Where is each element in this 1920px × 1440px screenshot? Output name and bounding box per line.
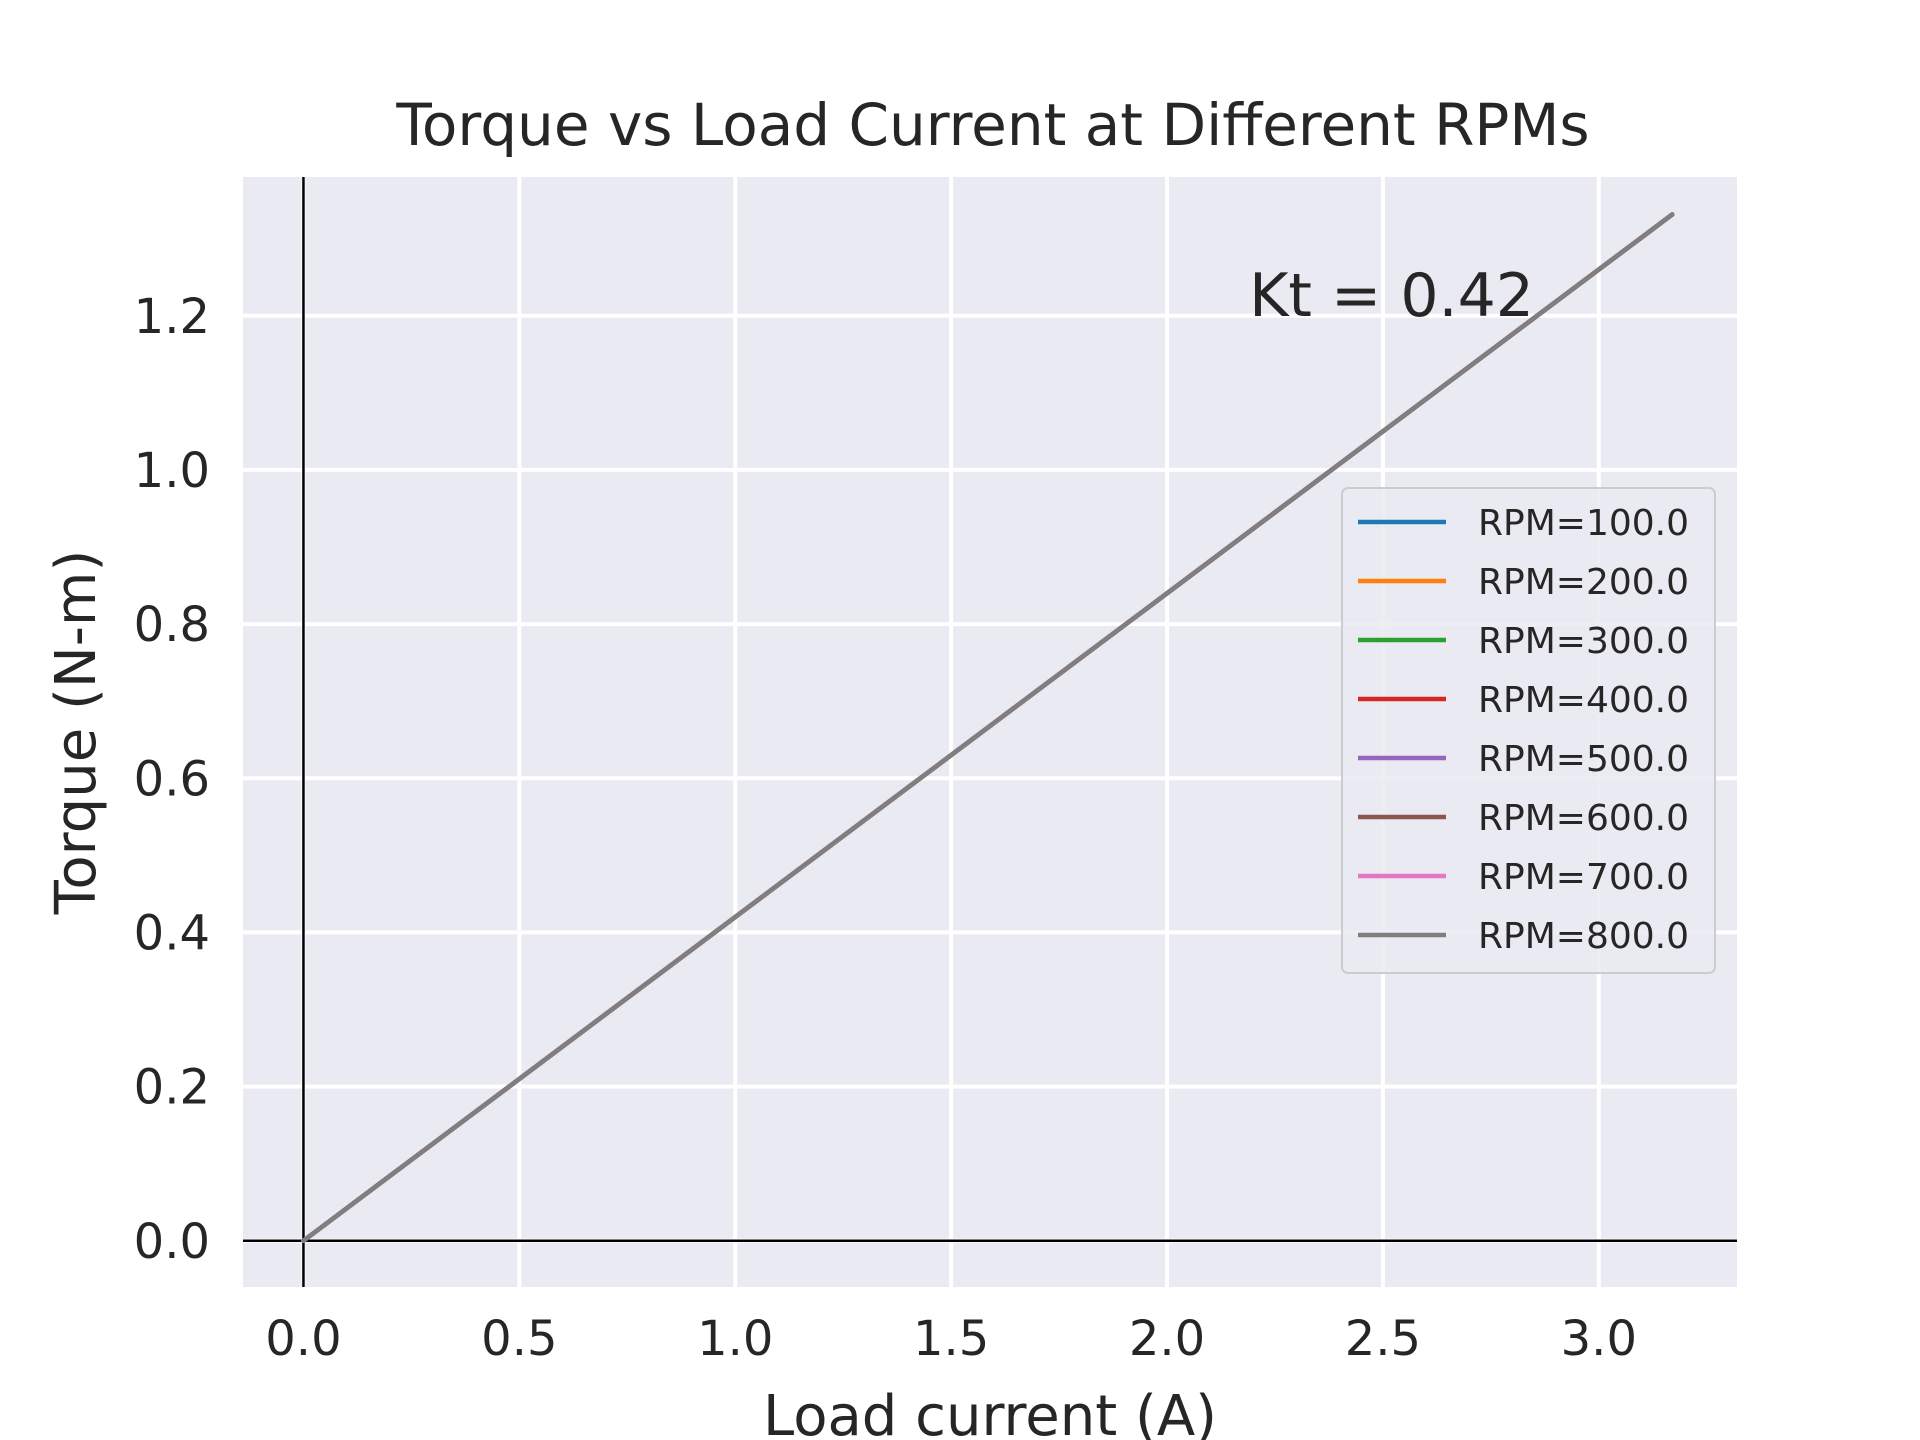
kt-annotation: Kt = 0.42 [1249,261,1534,331]
series-line-8 [301,212,1675,1243]
y-tick-label: 0.0 [134,1214,210,1270]
series-lines [301,212,1675,1243]
x-tick-labels: 0.0 0.5 1.0 1.5 2.0 2.5 3.0 [265,1311,1637,1367]
x-tick-label: 2.5 [1345,1311,1421,1367]
y-tick-label: 0.4 [134,905,210,961]
x-tick-label: 0.5 [481,1311,557,1367]
y-axis-label: Torque (N-m) [44,550,109,916]
chart-title: Torque vs Load Current at Different RPMs [395,91,1589,159]
y-tick-label: 0.2 [134,1060,210,1116]
legend-label: RPM=800.0 [1478,916,1689,957]
y-tick-label: 0.6 [134,751,210,807]
legend-box [1341,487,1716,974]
x-tick-label: 1.0 [697,1311,773,1367]
legend-label: RPM=500.0 [1478,739,1689,780]
x-axis-label: Load current (A) [763,1384,1217,1440]
x-tick-label: 2.0 [1129,1311,1205,1367]
legend-label: RPM=300.0 [1478,621,1689,662]
y-tick-label: 1.2 [134,289,210,345]
y-tick-labels: 0.0 0.2 0.4 0.6 0.8 1.0 1.2 [134,289,210,1270]
x-tick-label: 1.5 [913,1311,989,1367]
legend-label: RPM=400.0 [1478,680,1689,721]
x-tick-label: 0.0 [265,1311,341,1367]
legend-label: RPM=600.0 [1478,798,1689,839]
legend: RPM=100.0 RPM=200.0 RPM=300.0 RPM=400.0 RPM=… [1341,487,1716,974]
y-tick-label: 0.8 [134,597,210,653]
x-tick-label: 3.0 [1561,1311,1637,1367]
legend-label: RPM=200.0 [1478,562,1689,603]
zero-lines [243,177,1737,1287]
legend-label: RPM=100.0 [1478,503,1689,544]
legend-label: RPM=700.0 [1478,857,1689,898]
y-tick-label: 1.0 [134,443,210,499]
